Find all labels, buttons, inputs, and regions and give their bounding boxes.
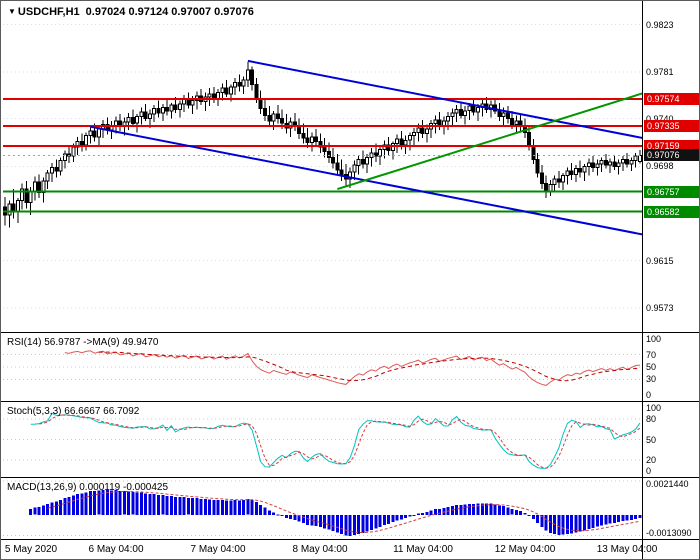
rsi-panel-canvas[interactable] [3,333,642,401]
time-axis-label: 6 May 04:00 [88,544,144,555]
indicator-tick-label: 20 [646,455,657,465]
indicator-tick-label: 100 [646,403,662,413]
time-axis-label: 8 May 04:00 [292,544,348,555]
ohlc-values: 0.97024 0.97124 0.97007 0.97076 [85,6,254,18]
time-axis-label: 13 May 04:00 [596,544,658,555]
indicator-tick-label: 30 [646,374,657,384]
stoch-d-line [39,414,641,469]
macd-signal-line [47,491,641,534]
stoch-label: Stoch(5,3,3) 66.6667 66.7092 [7,406,140,417]
price-badge-resistance: 0.97335 [644,120,699,132]
price-badge-support: 0.96582 [644,206,699,218]
price-axis-separator [642,1,643,559]
rsi-ma-line [98,351,640,382]
candles-series [3,62,642,228]
price-tick-label: 0.9823 [646,20,674,30]
indicator-tick-label: 50 [646,362,657,372]
rsi-label: RSI(14) 56.9787 ->MA(9) 49.9470 [7,337,159,348]
indicator-tick-label: 50 [646,435,657,445]
indicator-tick-label: 0 [646,390,652,400]
stoch-panel-canvas[interactable] [3,402,642,477]
indicator-tick-label: -0.0013090 [646,528,692,538]
time-axis-label: 5 May 2020 [4,544,58,555]
time-axis-label: 12 May 04:00 [494,544,556,555]
indicator-tick-label: 0.0021440 [646,479,689,489]
symbol-period: USDCHF,H1 [17,6,80,18]
price-badge-current: 0.97076 [644,149,699,161]
time-axis-label: 11 May 04:00 [393,544,453,555]
blue-channel-lower[interactable] [90,125,642,236]
price-tick-label: 0.9740 [646,114,674,124]
time-axis-label: 7 May 04:00 [190,544,246,555]
blue-channel-upper[interactable] [247,59,642,139]
rsi-line [64,350,640,386]
candlestick-chart-icon: ▼ [8,7,16,16]
price-tick-label: 0.9573 [646,303,674,313]
panel-separator [1,477,699,478]
price-tick-label: 0.9615 [646,256,674,266]
panel-separator [1,401,699,402]
indicator-tick-label: 80 [646,414,657,424]
indicator-tick-label: 70 [646,350,657,360]
price-tick-label: 0.9698 [646,161,674,171]
main-chart-canvas[interactable] [3,3,642,332]
stoch-k-line [30,412,641,469]
macd-label: MACD(13,26,9) 0.000119 -0.000425 [7,482,169,493]
panel-separator [1,539,699,540]
indicator-tick-label: 0 [646,466,652,476]
price-tick-label: 0.9781 [646,67,674,77]
chart-title: ▼ USDCHF,H1 0.97024 0.97124 0.97007 0.9707… [8,6,254,18]
green-ascending[interactable] [337,92,642,191]
panel-separator [1,332,699,333]
price-badge-resistance: 0.97574 [644,93,699,105]
macd-panel-canvas[interactable] [3,478,642,539]
price-badge-support: 0.96757 [644,186,699,198]
macd-histogram [29,489,642,536]
indicator-tick-label: 100 [646,334,662,344]
